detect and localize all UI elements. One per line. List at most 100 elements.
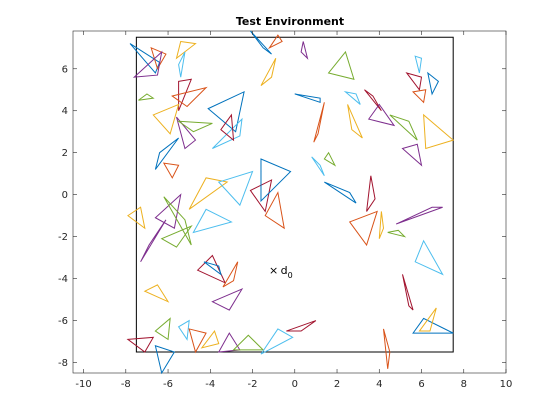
y-tick-label: 0 — [62, 190, 68, 201]
start-label-subscript: 0 — [288, 271, 293, 280]
obstacle-triangle — [267, 34, 283, 50]
y-tick-label: -4 — [58, 274, 68, 285]
obstacle-triangle — [126, 336, 155, 353]
obstacle-triangle — [324, 181, 357, 204]
obstacle-triangle — [177, 319, 190, 341]
obstacle-triangle — [154, 344, 176, 375]
obstacle-triangle — [366, 175, 376, 212]
obstacle-triangle — [217, 170, 254, 207]
obstacle-triangle — [200, 329, 220, 349]
obstacle-triangle — [382, 328, 391, 369]
obstacle-triangle — [192, 208, 233, 234]
obstacle-triangle — [427, 71, 440, 96]
obstacle-triangle — [311, 156, 325, 177]
obstacle-triangle — [323, 151, 337, 167]
obstacle-triangle — [250, 30, 272, 55]
obstacle-triangle — [389, 114, 418, 141]
obstacle-triangle — [418, 307, 437, 332]
obstacle-triangle — [378, 211, 385, 239]
obstacle-triangle — [367, 103, 396, 127]
obstacle-triangle — [260, 158, 292, 203]
x-tick-label: 4 — [376, 379, 382, 390]
obstacle-triangle — [402, 274, 414, 311]
y-tick-label: -6 — [58, 316, 68, 327]
marker-layer: × d 0 — [269, 264, 293, 280]
x-tick-label: -4 — [205, 379, 215, 390]
obstacle-triangle — [405, 72, 423, 91]
obstacle-triangle — [211, 288, 244, 311]
obstacle-triangle — [178, 78, 193, 111]
y-tick-label: 4 — [62, 106, 68, 117]
chart-title: Test Environment — [236, 15, 344, 28]
y-tick-label: 6 — [62, 64, 68, 75]
obstacle-triangle — [163, 196, 192, 246]
environment-boundary — [135, 36, 454, 353]
x-tick-label: 6 — [418, 379, 424, 390]
x-tick-label: -10 — [75, 379, 91, 390]
obstacle-triangle — [347, 104, 363, 139]
x-tick-label: 10 — [500, 379, 513, 390]
x-tick-label: 8 — [461, 379, 467, 390]
start-label: d — [281, 264, 288, 277]
obstacle-triangle — [212, 117, 243, 149]
obstacle-layer — [126, 30, 455, 375]
obstacle-triangle — [423, 113, 455, 150]
obstacle-triangle — [217, 332, 241, 353]
obstacle-triangle — [160, 224, 193, 248]
obstacle-triangle — [138, 93, 155, 101]
obstacle-triangle — [348, 210, 378, 247]
obstacle-triangle — [132, 50, 163, 78]
obstacle-triangle — [313, 102, 325, 143]
obstacle-triangle — [154, 137, 180, 170]
start-marker: × — [269, 264, 278, 277]
obstacle-triangle — [175, 40, 197, 60]
obstacle-triangle — [143, 284, 170, 303]
boundary-layer — [135, 36, 454, 353]
tick-layer: -10 -8 -6 -4 -2 0 2 4 6 8 10 -8 -6 -4 -2 0 2 4 6 — [58, 31, 512, 390]
obstacle-triangle — [176, 120, 213, 133]
x-tick-label: -8 — [121, 379, 131, 390]
obstacle-triangle — [222, 261, 239, 288]
obstacle-triangle — [395, 206, 443, 225]
obstacle-triangle — [220, 113, 235, 142]
obstacle-triangle — [176, 116, 197, 150]
x-tick-label: -2 — [248, 379, 258, 390]
obstacle-triangle — [171, 86, 208, 108]
obstacle-triangle — [188, 177, 229, 210]
x-tick-label: 0 — [292, 379, 298, 390]
obstacle-triangle — [327, 50, 355, 80]
obstacle-triangle — [127, 206, 146, 230]
obstacle-triangle — [387, 229, 407, 238]
obstacle-triangle — [412, 317, 454, 334]
obstacle-triangle — [232, 334, 265, 351]
obstacle-triangle — [414, 239, 444, 276]
obstacle-triangle — [300, 41, 309, 60]
axes-frame — [72, 30, 507, 374]
obstacle-triangle — [203, 261, 222, 276]
obstacle-triangle — [343, 90, 361, 105]
obstacle-triangle — [260, 328, 294, 355]
obstacle-triangle — [152, 103, 180, 135]
obstacle-triangle — [260, 58, 277, 86]
y-tick-label: -8 — [58, 358, 68, 369]
obstacle-triangle — [154, 317, 171, 341]
obstacle-triangle — [162, 162, 180, 179]
obstacle-triangle — [207, 90, 245, 133]
obstacle-triangle — [286, 320, 317, 332]
obstacle-triangle — [264, 191, 285, 230]
obstacle-triangle — [364, 89, 382, 112]
obstacle-triangle — [294, 93, 321, 104]
obstacle-triangle — [414, 55, 423, 74]
obstacle-triangle — [401, 143, 423, 167]
axes-box — [72, 30, 507, 374]
obstacle-triangle — [188, 328, 207, 354]
obstacle-triangle — [178, 51, 186, 78]
y-tick-label: -2 — [58, 232, 68, 243]
y-tick-label: 2 — [62, 148, 68, 159]
x-tick-label: -6 — [163, 379, 173, 390]
obstacle-triangle — [412, 89, 427, 104]
obstacle-triangle — [140, 219, 167, 263]
x-tick-label: 2 — [334, 379, 340, 390]
